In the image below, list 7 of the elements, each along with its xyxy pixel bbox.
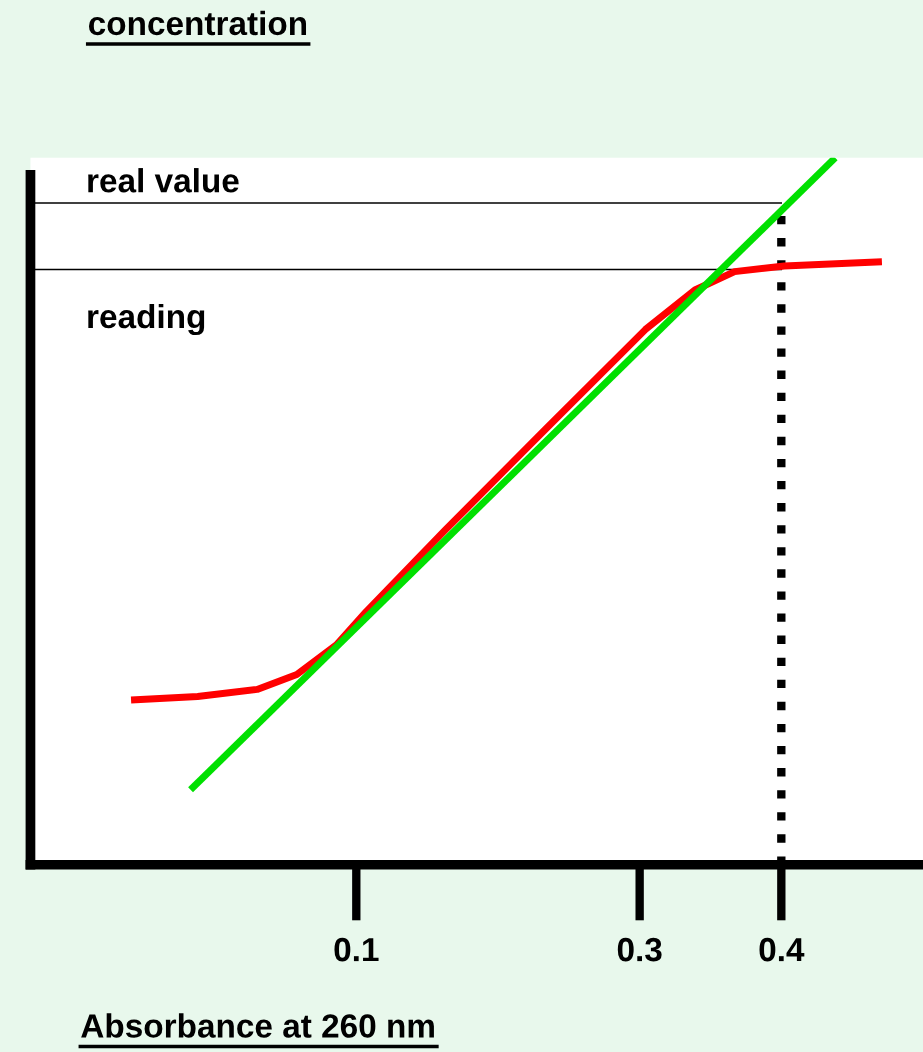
x-tick-label: 0.1 — [334, 937, 379, 962]
ref-line-label: reading — [88, 303, 205, 336]
x-tick-label: 0.3 — [617, 937, 662, 962]
x-axis-title: Absorbance at 260 nm — [81, 1013, 434, 1038]
x-tick-label: 0.4 — [759, 937, 805, 962]
chart-title: concentration — [88, 10, 307, 36]
ref-line-label: real value — [88, 168, 239, 193]
